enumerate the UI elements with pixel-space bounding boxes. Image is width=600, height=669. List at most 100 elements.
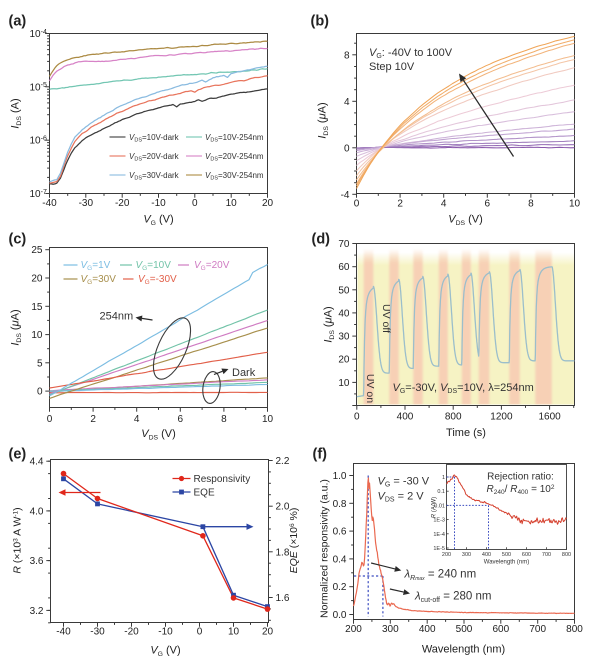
svg-text:Responsivity: Responsivity <box>194 474 251 485</box>
svg-text:200: 200 <box>345 624 362 635</box>
svg-text:2.2: 2.2 <box>276 456 290 467</box>
svg-text:VG​=-30V, VDS​=10V, λ=254nm: VG​=-30V, VDS​=10V, λ=254nm <box>393 382 534 395</box>
svg-text:400: 400 <box>397 412 414 423</box>
svg-text:10: 10 <box>226 198 238 209</box>
svg-text:1E-4: 1E-4 <box>433 532 445 538</box>
svg-text:1.8: 1.8 <box>276 547 290 558</box>
svg-text:8: 8 <box>221 414 227 425</box>
svg-text:(b): (b) <box>311 14 330 30</box>
svg-text:20: 20 <box>31 274 43 285</box>
svg-text:VG​=20V: VG​=20V <box>194 260 230 272</box>
svg-text:10: 10 <box>262 414 274 425</box>
svg-text:VDS​=10V-dark: VDS​=10V-dark <box>129 133 180 144</box>
svg-text:R (×103​ A W-1​): R (×103​ A W-1​) <box>12 507 24 573</box>
svg-text:VDS​=30V-254nm: VDS​=30V-254nm <box>205 171 264 182</box>
svg-text:VG​ (V): VG​ (V) <box>143 214 173 227</box>
svg-text:700: 700 <box>529 624 546 635</box>
svg-text:25: 25 <box>31 245 43 256</box>
svg-text:Dark: Dark <box>232 367 256 379</box>
svg-text:60: 60 <box>338 262 350 273</box>
svg-text:VG​ (V): VG​ (V) <box>150 645 180 658</box>
svg-text:EQE: EQE <box>194 488 215 499</box>
svg-text:Step 10V: Step 10V <box>369 61 415 73</box>
svg-text:10-5​: 10-5​ <box>30 82 47 93</box>
svg-text:10-6​: 10-6​ <box>30 136 47 147</box>
svg-text:700: 700 <box>542 552 551 558</box>
svg-text:200: 200 <box>442 552 451 558</box>
svg-text:20: 20 <box>338 355 350 366</box>
svg-text:0.8: 0.8 <box>333 499 347 510</box>
svg-text:0.4: 0.4 <box>333 554 347 565</box>
svg-text:800: 800 <box>562 552 571 558</box>
svg-text:VG​=1V: VG​=1V <box>81 260 111 272</box>
svg-text:Rejection ratio:: Rejection ratio: <box>487 472 554 483</box>
svg-text:500: 500 <box>456 624 473 635</box>
svg-text:10: 10 <box>569 199 581 210</box>
svg-text:4.0: 4.0 <box>30 506 44 517</box>
svg-text:-4: -4 <box>341 190 350 201</box>
svg-text:VDS​=10V-254nm: VDS​=10V-254nm <box>205 133 264 144</box>
svg-text:400: 400 <box>419 624 436 635</box>
svg-text:0.2: 0.2 <box>333 582 347 593</box>
svg-text:40: 40 <box>338 308 350 319</box>
svg-text:0: 0 <box>344 143 350 154</box>
svg-text:300: 300 <box>382 624 399 635</box>
svg-text:30: 30 <box>338 332 350 343</box>
svg-text:0.6: 0.6 <box>333 527 347 538</box>
svg-text:1E-5: 1E-5 <box>433 546 445 552</box>
svg-text:10: 10 <box>228 627 240 638</box>
svg-text:1200: 1200 <box>490 412 513 423</box>
svg-text:VDS​=20V-dark: VDS​=20V-dark <box>129 152 180 163</box>
svg-text:EQE (×106​ %): EQE (×106​ %) <box>288 508 300 574</box>
svg-text:10-4​: 10-4​ <box>30 29 47 40</box>
svg-text:UV on: UV on <box>364 374 376 403</box>
svg-text:0: 0 <box>192 198 198 209</box>
svg-text:-40: -40 <box>56 627 71 638</box>
svg-text:-20: -20 <box>124 627 139 638</box>
svg-text:6: 6 <box>178 414 184 425</box>
svg-text:8: 8 <box>344 50 350 61</box>
svg-text:10-7​: 10-7​ <box>30 189 47 200</box>
svg-text:20: 20 <box>262 627 274 638</box>
svg-text:800: 800 <box>566 624 583 635</box>
svg-text:Normalized responsivity (a.u.): Normalized responsivity (a.u.) <box>319 479 331 618</box>
svg-text:254nm: 254nm <box>100 311 134 323</box>
svg-text:(a): (a) <box>9 14 27 30</box>
svg-text:Time (s): Time (s) <box>446 427 486 439</box>
svg-text:0.1: 0.1 <box>437 489 445 495</box>
svg-text:(c): (c) <box>9 232 27 248</box>
svg-text:-20: -20 <box>115 198 130 209</box>
svg-text:VDS​=30V-dark: VDS​=30V-dark <box>129 171 180 182</box>
svg-text:70: 70 <box>338 239 350 250</box>
svg-text:0: 0 <box>37 387 43 398</box>
svg-text:2: 2 <box>90 414 96 425</box>
svg-text:1E-3: 1E-3 <box>433 518 445 524</box>
svg-text:VDS​=20V-254nm: VDS​=20V-254nm <box>205 152 264 163</box>
svg-text:400: 400 <box>482 552 491 558</box>
svg-text:800: 800 <box>445 412 462 423</box>
svg-text:-10: -10 <box>151 198 166 209</box>
svg-text:0: 0 <box>47 414 53 425</box>
svg-text:0.0: 0.0 <box>333 610 347 621</box>
svg-text:0: 0 <box>354 199 360 210</box>
svg-text:600: 600 <box>492 624 509 635</box>
svg-text:3.2: 3.2 <box>30 606 44 617</box>
svg-text:VG​ = -30 V: VG​ = -30 V <box>378 476 430 489</box>
svg-text:(e): (e) <box>9 447 27 463</box>
svg-text:Wavelength (nm): Wavelength (nm) <box>422 644 505 656</box>
svg-text:0: 0 <box>354 412 360 423</box>
svg-text:50: 50 <box>338 285 350 296</box>
svg-text:0: 0 <box>197 627 203 638</box>
svg-text:3.6: 3.6 <box>30 556 44 567</box>
svg-text:1: 1 <box>442 475 445 481</box>
svg-text:VG​: -40V to 100V: VG​: -40V to 100V <box>369 47 453 60</box>
svg-text:-30: -30 <box>79 198 94 209</box>
svg-text:4: 4 <box>134 414 140 425</box>
svg-text:4: 4 <box>441 199 447 210</box>
svg-text:20: 20 <box>262 198 274 209</box>
svg-text:6: 6 <box>485 199 491 210</box>
svg-text:-10: -10 <box>158 627 173 638</box>
svg-text:2.0: 2.0 <box>276 502 290 513</box>
svg-text:15: 15 <box>31 302 43 313</box>
svg-text:R (A/W): R (A/W) <box>432 497 438 518</box>
